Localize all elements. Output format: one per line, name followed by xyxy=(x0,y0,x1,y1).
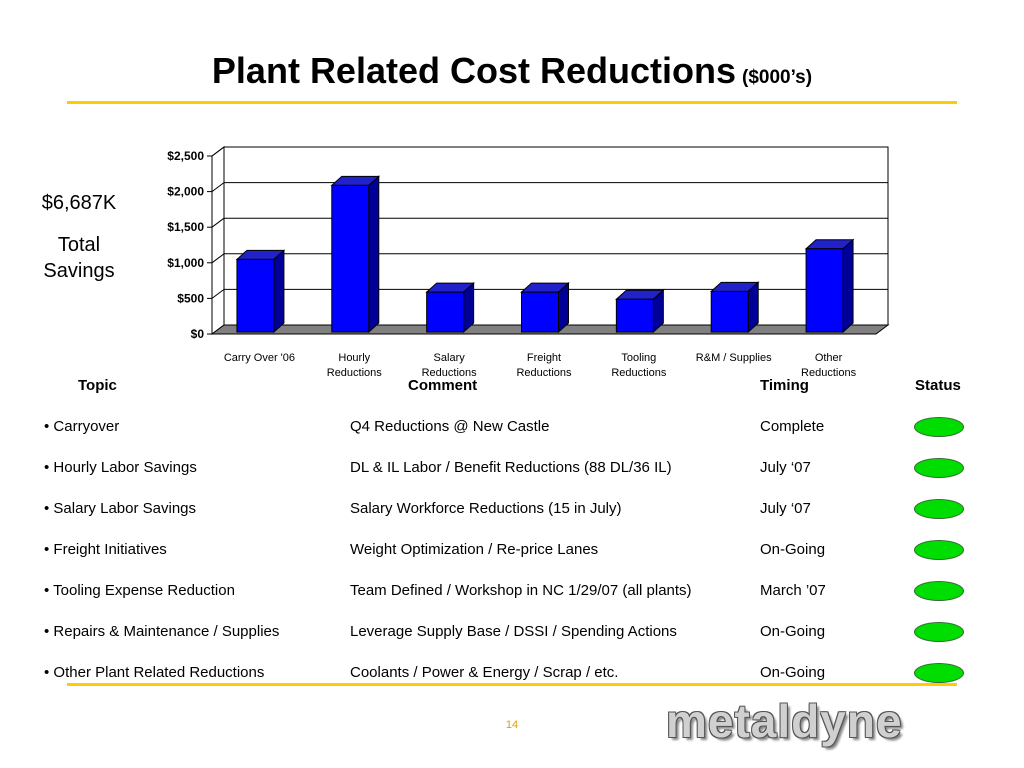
row-topic: • Other Plant Related Reductions xyxy=(44,664,265,681)
row-timing: July ‘07 xyxy=(760,500,811,517)
x-tick-label: Carry Over '06 xyxy=(224,352,295,364)
y-tick-label: $500 xyxy=(177,291,204,305)
row-timing: Complete xyxy=(760,418,825,435)
x-tick-label: R&M / Supplies xyxy=(696,352,772,364)
bar xyxy=(331,184,370,333)
bar xyxy=(805,248,844,333)
row-timing: On-Going xyxy=(760,664,826,681)
row-comment: Q4 Reductions @ New Castle xyxy=(350,418,550,435)
title-main: Plant Related Cost Reductions xyxy=(211,50,736,91)
x-tick-label: Other xyxy=(815,352,843,364)
header-topic: Topic xyxy=(78,377,117,394)
x-tick-label: Tooling xyxy=(621,352,656,364)
bar-side xyxy=(747,281,759,334)
bar xyxy=(615,298,654,333)
x-tick-label: Reductions xyxy=(327,367,383,379)
bar xyxy=(236,258,275,333)
gridline-side xyxy=(211,146,225,157)
row-timing: March ’07 xyxy=(760,582,826,599)
row-comment: Leverage Supply Base / DSSI / Spending A… xyxy=(350,623,677,640)
bar-side xyxy=(558,282,569,334)
metaldyne-logo: metaldyne xyxy=(666,695,903,747)
gridline-side xyxy=(211,253,225,264)
row-timing: On-Going xyxy=(760,541,826,558)
row-topic: • Tooling Expense Reduction xyxy=(44,582,235,599)
row-comment: Team Defined / Workshop in NC 1/29/07 (a… xyxy=(350,582,692,599)
chart-side-wall xyxy=(211,146,225,335)
bar-side xyxy=(368,175,380,334)
title-rule xyxy=(67,101,957,104)
title-units: ($000’s) xyxy=(742,67,813,88)
row-topic: • Repairs & Maintenance / Supplies xyxy=(44,623,280,640)
row-topic: • Salary Labor Savings xyxy=(44,500,196,517)
status-indicator-green xyxy=(914,540,964,560)
status-indicator-green xyxy=(914,499,964,519)
x-tick-label: Reductions xyxy=(801,367,857,379)
y-tick-label: $2,000 xyxy=(167,185,204,199)
bar-side xyxy=(273,249,285,334)
row-timing: July ‘07 xyxy=(760,459,811,476)
bar xyxy=(521,291,559,333)
footer-rule xyxy=(67,683,957,686)
gridline-side xyxy=(211,217,225,228)
total-savings-amount: $6,687K xyxy=(41,192,117,214)
bar-side xyxy=(842,238,854,334)
y-tick-label: $1,000 xyxy=(167,256,204,270)
y-tick-label: $0 xyxy=(191,327,205,341)
row-comment: DL & IL Labor / Benefit Reductions (88 D… xyxy=(350,459,672,476)
y-tick-label: $1,500 xyxy=(167,220,204,234)
status-indicator-green xyxy=(914,622,964,642)
gridline-side xyxy=(211,288,225,299)
row-comment: Coolants / Power & Energy / Scrap / etc. xyxy=(350,664,619,681)
gridline-side xyxy=(211,182,225,193)
status-indicator-green xyxy=(914,581,964,601)
x-tick-label: Reductions xyxy=(422,367,478,379)
header-timing: Timing xyxy=(760,377,809,394)
row-topic: • Hourly Labor Savings xyxy=(44,459,197,476)
row-topic: • Freight Initiatives xyxy=(44,541,167,558)
status-indicator-green xyxy=(914,417,964,437)
bar-side xyxy=(463,282,475,334)
header-comment: Comment xyxy=(408,377,478,394)
x-tick-label: Freight xyxy=(527,352,561,364)
header-status: Status xyxy=(915,377,961,394)
status-indicator-green xyxy=(914,663,964,683)
x-tick-label: Salary xyxy=(434,352,466,364)
x-tick-label: Hourly xyxy=(338,352,370,364)
y-tick-label: $2,500 xyxy=(167,149,204,163)
page-number: 14 xyxy=(505,719,519,731)
row-topic: • Carryover xyxy=(44,418,120,435)
status-indicator-green xyxy=(914,458,964,478)
total-savings-label: Total Savings xyxy=(43,234,115,282)
row-timing: On-Going xyxy=(760,623,826,640)
row-comment: Salary Workforce Reductions (15 in July) xyxy=(350,500,622,517)
page-title: Plant Related Cost Reductions ($000’s) xyxy=(0,50,1024,92)
bar xyxy=(710,290,749,333)
x-tick-label: Reductions xyxy=(611,367,667,379)
x-tick-label: Reductions xyxy=(516,367,572,379)
bar xyxy=(426,291,465,333)
row-comment: Weight Optimization / Re-price Lanes xyxy=(350,541,599,558)
